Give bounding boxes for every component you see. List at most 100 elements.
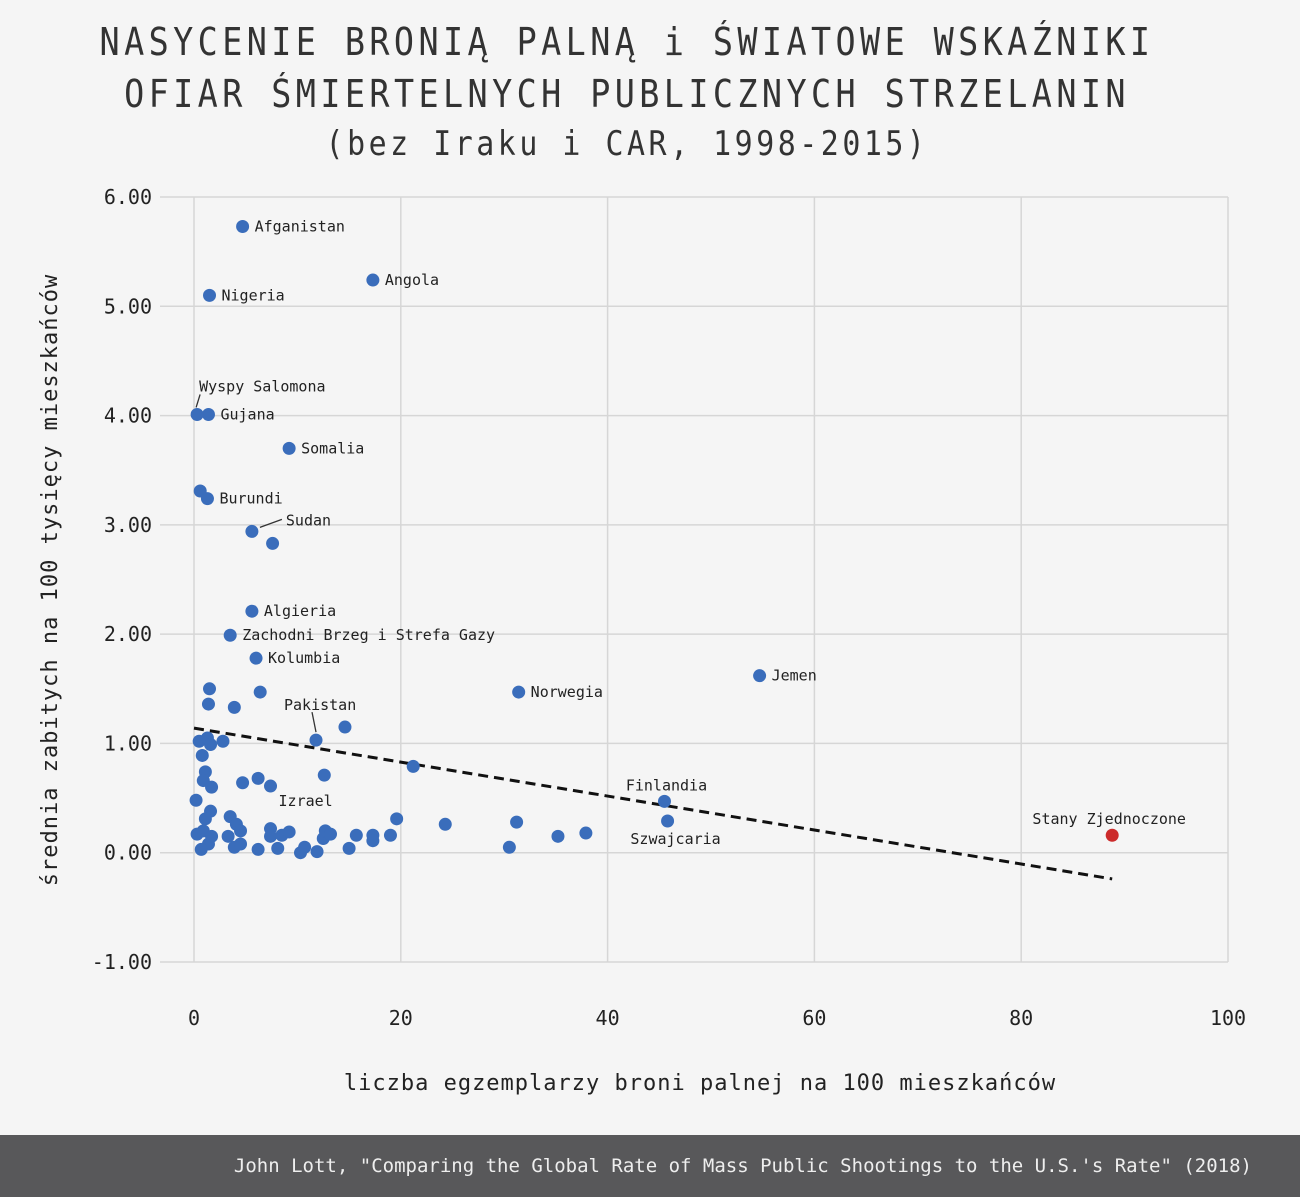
data-point-wyspy-salomona [190,407,204,421]
x-axis-title: liczba egzemplarzy broni palnej na 100 m… [344,1071,1056,1096]
point-label: Finlandia [626,776,707,794]
data-point [201,697,215,711]
data-point [438,817,452,831]
point-label: Stany Zjednoczone [1032,810,1186,828]
y-tick-label: 3.00 [104,513,152,537]
data-point [205,829,219,843]
data-point [383,828,397,842]
x-tick-label: 60 [802,1006,826,1030]
y-tick-label: 4.00 [104,404,152,428]
data-point [253,685,267,699]
x-tick-label: 0 [188,1006,200,1030]
data-point-gujana [201,407,215,421]
data-point-stany-zjednoczone [1105,828,1119,842]
y-tick-label: 6.00 [104,185,152,209]
label-leader-line [311,712,317,733]
point-label: Burundi [219,490,282,508]
data-point [510,815,524,829]
data-point [338,720,352,734]
x-tick-label: 80 [1009,1006,1033,1030]
point-label: Szwajcaria [630,830,720,848]
y-axis-title: średnia zabitych na 100 tysięcy mieszkań… [38,274,63,887]
data-point-afganistan [236,220,250,234]
data-point [282,825,296,839]
data-point [198,812,212,826]
y-tick-label: 2.00 [104,622,152,646]
data-point [310,845,324,859]
source-citation: John Lott, "Comparing the Global Rate of… [233,1155,1252,1177]
data-point [579,826,593,840]
data-point-szwajcaria [661,814,675,828]
data-point [236,776,250,790]
y-tick-label: 1.00 [104,731,152,755]
point-label: Sudan [286,511,331,529]
data-point [205,780,219,794]
data-point [551,829,565,843]
footer-bar: John Lott, "Comparing the Global Rate of… [0,1135,1300,1197]
y-tick-label: 5.00 [104,294,152,318]
label-leader-line [259,518,283,529]
point-label: Kolumbia [268,649,340,667]
data-point [189,793,203,807]
point-label: Nigeria [222,286,285,304]
data-point [234,824,248,838]
data-point-izrael [264,779,278,793]
point-label: Wyspy Salomona [199,377,325,395]
y-tick-label: 0.00 [104,841,152,865]
data-point [216,734,230,748]
data-point [251,771,265,785]
data-point-jemen [753,669,767,683]
y-tick-label: -1.00 [92,950,152,974]
data-point [342,841,356,855]
chart-title-line-1: NASYCENIE BRONIĄ PALNĄ i ŚWIATOWE WSKAŹN… [99,20,1155,64]
point-label: Algieria [264,602,336,620]
data-point [349,828,363,842]
point-label: Izrael [279,792,333,810]
data-point-kolumbia [249,651,263,665]
x-tick-label: 40 [596,1006,620,1030]
data-point-algieria [245,604,259,618]
data-point [227,700,241,714]
data-point [317,768,331,782]
data-point [234,837,248,851]
point-label: Pakistan [284,696,356,714]
data-point [266,536,280,550]
data-point [195,748,209,762]
data-point [366,834,380,848]
data-point-sudan [245,524,259,538]
point-label: Afganistan [255,218,345,236]
data-point [251,842,265,856]
data-point-nigeria [203,288,217,302]
data-point-zachodni-brzeg-i-strefa-gazy [223,628,237,642]
data-point-angola [366,273,380,287]
trend-line [193,726,1113,881]
chart-subtitle: (bez Iraku i CAR, 1998-2015) [325,124,929,164]
data-point-pakistan [309,733,323,747]
data-point-burundi [200,492,214,506]
data-point [194,842,208,856]
x-tick-label: 20 [389,1006,413,1030]
label-leader-line [195,394,201,408]
data-point [298,840,312,854]
point-label: Zachodni Brzeg i Strefa Gazy [242,626,495,644]
data-point [502,840,516,854]
data-point [221,829,235,843]
point-label: Gujana [220,405,274,423]
data-point [390,812,404,826]
point-label: Jemen [772,667,817,685]
data-point [271,841,285,855]
x-tick-label: 100 [1210,1006,1246,1030]
chart-title-line-2: OFIAR ŚMIERTELNYCH PUBLICZNYCH STRZELANI… [124,72,1130,116]
data-point [406,759,420,773]
data-point-norwegia [512,685,526,699]
point-label: Somalia [301,439,364,457]
data-point-finlandia [657,794,671,808]
data-point [323,827,337,841]
point-label: Norwegia [531,683,603,701]
scatter-plot: 0 20 40 60 80 100 -1.00 0.00 1.00 2.00 3.00 4.00 5.0… [38,185,1246,1096]
data-point [204,738,218,752]
data-point [203,682,217,696]
data-point [264,829,278,843]
data-point-somalia [282,441,296,455]
